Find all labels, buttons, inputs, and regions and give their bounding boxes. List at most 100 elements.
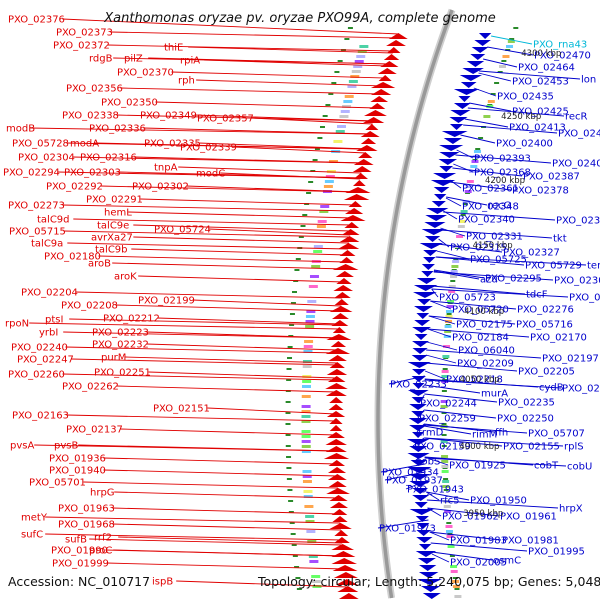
left-gene-label: rdgB <box>89 54 113 65</box>
forward-gene-arrow <box>360 138 377 144</box>
left-callout-line <box>30 127 371 135</box>
cog-category-box <box>336 125 346 128</box>
cog-category-box <box>302 470 312 473</box>
cog-category-box <box>445 315 453 318</box>
forward-gene-arrow <box>326 334 352 340</box>
cog-category-box <box>350 75 360 78</box>
right-gene-label: PXO_01943 <box>407 485 464 496</box>
cog-category-box <box>340 110 350 113</box>
cog-category-box <box>471 160 479 163</box>
reverse-gene-arrow <box>426 208 449 214</box>
right-callout-line <box>405 480 426 490</box>
right-gene-label: recR <box>565 112 588 123</box>
left-callout-line <box>251 117 373 125</box>
scale-kbp-label: 4000 kbp <box>459 442 499 452</box>
right-gene-label: PXO_02235 <box>498 398 555 409</box>
left-gene-label: PXO_02349 <box>140 111 197 122</box>
cog-category-box <box>446 535 454 538</box>
right-gene-label: PXO_rna43 <box>533 40 587 51</box>
right-callout-line <box>424 370 446 380</box>
reverse-gene-arrow <box>423 257 436 263</box>
right-gene-label: PXO_02276 <box>517 305 574 316</box>
right-callout-line <box>491 35 533 45</box>
left-callout-line <box>107 44 394 52</box>
reverse-gene-arrow <box>439 166 454 172</box>
right-callout-line <box>429 531 502 541</box>
right-gene-label: PXO_01995 <box>528 547 585 558</box>
right-callout-line <box>423 424 528 434</box>
reverse-gene-arrow <box>421 264 435 270</box>
right-gene-label: ffh <box>495 428 508 439</box>
right-gene-label: osmC <box>493 556 521 567</box>
reverse-gene-arrow <box>424 236 441 242</box>
left-gene-label: purM <box>101 353 126 364</box>
forward-gene-arrow <box>365 124 379 130</box>
cog-category-box <box>325 175 335 178</box>
cog-category-box <box>309 275 319 278</box>
reverse-gene-arrow <box>409 425 427 431</box>
left-gene-label: talC9d <box>37 215 70 226</box>
left-gene-label: PXO_01963 <box>58 504 115 515</box>
reverse-gene-arrow <box>411 411 425 417</box>
left-gene-label: hrpG <box>90 488 115 499</box>
right-gene-label: PXO_02400 <box>496 139 553 150</box>
cog-category-box <box>470 165 478 168</box>
cog-category-box <box>305 325 315 328</box>
right-callout-line <box>425 354 457 364</box>
right-callout-line <box>452 167 523 177</box>
scale-labels-layer: 4300 kbp 4250 kbp 4200 kbp 4150 kbp 4100 kbp… <box>459 49 561 519</box>
left-gene-label: ispB <box>152 577 173 588</box>
right-callout-line <box>414 452 425 462</box>
cog-category-box <box>441 370 449 373</box>
reverse-gene-arrow <box>413 285 438 291</box>
right-gene-label: PXO_01937 <box>386 476 443 487</box>
cog-category-box <box>306 530 316 533</box>
left-gene-label: pvsA <box>10 441 34 452</box>
right-gene-label: PXO_02259 <box>419 414 476 425</box>
forward-gene-arrow <box>370 82 396 88</box>
left-callout-line <box>114 491 339 499</box>
reverse-gene-arrow <box>424 222 446 228</box>
cog-category-box <box>466 180 474 183</box>
cog-category-box <box>301 395 311 398</box>
right-callout-line <box>436 250 470 260</box>
left-callout-line <box>120 428 337 436</box>
right-callout-line <box>460 134 496 144</box>
right-gene-label: rplS <box>564 442 584 453</box>
left-gene-label: PXO_02350 <box>101 98 158 109</box>
reverse-gene-arrow <box>412 495 430 501</box>
cog-category-box <box>454 595 462 598</box>
left-callout-line <box>198 142 367 150</box>
reverse-gene-arrow <box>412 383 425 389</box>
reverse-gene-arrow <box>449 117 468 123</box>
left-callout-line <box>208 228 351 236</box>
reverse-gene-arrow <box>419 243 444 249</box>
right-callout-line <box>437 243 503 253</box>
right-callout-line <box>473 87 497 97</box>
cog-category-box <box>440 400 448 403</box>
right-callout-line <box>449 181 512 191</box>
right-callout-line <box>483 58 518 68</box>
right-gene-label: PXO_02423 <box>558 129 600 140</box>
forward-gene-arrow <box>333 285 354 291</box>
left-gene-label: PXO_01990 <box>51 546 108 557</box>
right-gene-label: PXO_02393 <box>474 154 531 165</box>
right-callout-line <box>424 437 564 447</box>
cog-category-box <box>443 505 451 508</box>
cog-category-box <box>456 235 464 238</box>
forward-gene-arrow <box>386 47 401 53</box>
cog-category-box <box>457 225 465 228</box>
left-callout-line <box>112 507 340 515</box>
cog-category-box <box>499 65 507 68</box>
left-callout-line <box>118 536 343 544</box>
reverse-gene-arrow <box>414 502 428 508</box>
cog-category-box <box>313 250 323 253</box>
cog-category-box <box>347 85 357 88</box>
left-callout-line <box>62 18 400 35</box>
gene-tracks-layer <box>301 33 515 599</box>
right-gene-label: PXO_01973 <box>379 524 436 535</box>
right-gene-label: recG <box>488 201 511 212</box>
right-callout-line <box>487 46 534 56</box>
cog-category-box <box>441 460 449 463</box>
